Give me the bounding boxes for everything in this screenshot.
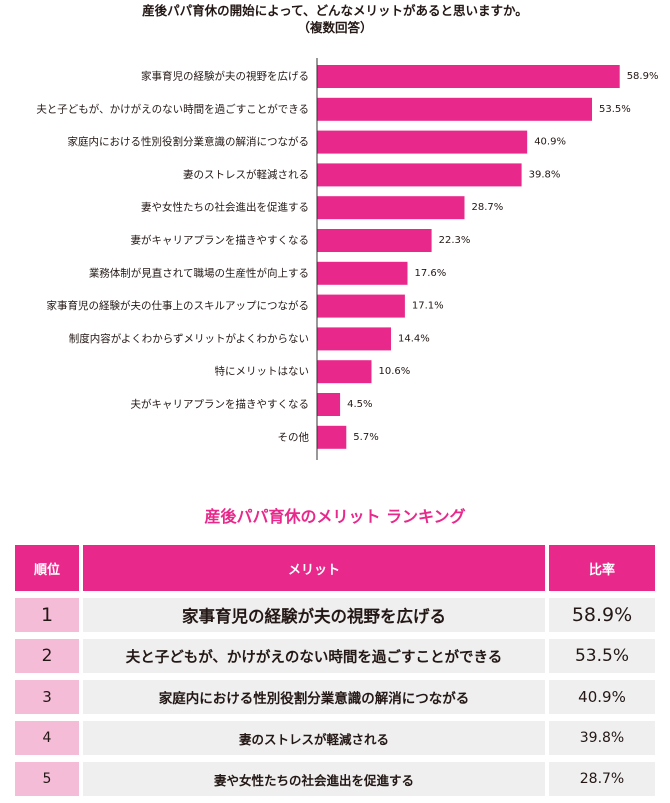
category-label: 妻や女性たちの社会進出を促進する xyxy=(141,201,309,214)
merit-cell: 家庭内における性別役割分業意識の解消につながる xyxy=(83,680,549,714)
bar xyxy=(317,393,341,416)
rate-cell: 40.9% xyxy=(549,680,655,714)
merit-cell: 家事育児の経験が夫の視野を広げる xyxy=(83,598,549,632)
rank-header: 順位 xyxy=(15,545,83,591)
value-label: 39.8% xyxy=(529,169,561,180)
value-label: 58.9% xyxy=(627,71,659,82)
rank-cell: 2 xyxy=(15,639,83,673)
ranking-header-row: 順位 メリット 比率 xyxy=(15,545,655,591)
rate-cell: 28.7% xyxy=(549,762,655,796)
ranking-table: 順位 メリット 比率 1 家事育児の経験が夫の視野を広げる 58.9% 2 夫と… xyxy=(15,538,655,803)
bar xyxy=(317,327,391,351)
bar xyxy=(317,294,405,318)
table-row: 1 家事育児の経験が夫の視野を広げる 58.9% xyxy=(15,598,655,632)
bar xyxy=(317,425,347,449)
category-label: 特にメリットはない xyxy=(215,366,310,378)
value-label: 17.1% xyxy=(412,301,444,312)
table-row: 3 家庭内における性別役割分業意識の解消につながる 40.9% xyxy=(15,680,655,714)
category-label: 家庭内における性別役割分業意識の解消につながる xyxy=(68,135,310,148)
bar xyxy=(317,261,408,285)
bar xyxy=(317,196,465,220)
merit-cell: 妻や女性たちの社会進出を促進する xyxy=(83,762,549,796)
value-label: 14.4% xyxy=(398,333,430,344)
table-row: 5 妻や女性たちの社会進出を促進する 28.7% xyxy=(15,762,655,796)
category-label: 夫がキャリアプランを描きやすくなる xyxy=(131,398,310,411)
category-label: その他 xyxy=(278,430,310,443)
merit-cell: 夫と子どもが、かけがえのない時間を過ごすことができる xyxy=(83,639,549,673)
bar xyxy=(317,65,620,88)
ranking-title: 産後パパ育休のメリット ランキング xyxy=(204,507,466,526)
rank-cell: 1 xyxy=(15,598,83,632)
category-label: 夫と子どもが、かけがえのない時間を過ごすことができる xyxy=(36,102,309,115)
rate-cell: 58.9% xyxy=(549,598,655,632)
value-label: 53.5% xyxy=(599,104,631,115)
value-label: 22.3% xyxy=(439,235,471,246)
bar xyxy=(317,163,522,187)
value-label: 5.7% xyxy=(353,432,378,443)
merit-header: メリット xyxy=(83,545,549,591)
chart-title-block: 産後パパ育休の開始によって、どんなメリットがあると思いますか。 （複数回答） xyxy=(0,2,670,36)
category-label: 家事育児の経験が夫の視野を広げる xyxy=(141,70,309,83)
bar xyxy=(317,97,592,121)
rate-cell: 39.8% xyxy=(549,721,655,755)
rank-cell: 3 xyxy=(15,680,83,714)
chart-subtitle: （複数回答） xyxy=(297,20,373,35)
bar xyxy=(317,229,432,252)
category-label: 制度内容がよくわからずメリットがよくわからない xyxy=(69,332,309,345)
chart-title: 産後パパ育休の開始によって、どんなメリットがあると思いますか。 xyxy=(142,3,528,18)
table-row: 4 妻のストレスが軽減される 39.8% xyxy=(15,721,655,755)
value-label: 10.6% xyxy=(379,366,411,377)
value-label: 17.6% xyxy=(415,268,447,279)
category-label: 妻がキャリアプランを描きやすくなる xyxy=(131,234,310,247)
value-label: 28.7% xyxy=(472,202,504,213)
rank-cell: 5 xyxy=(15,762,83,796)
category-label: 業務体制が見直されて職場の生産性が向上する xyxy=(89,266,309,279)
rate-header: 比率 xyxy=(549,545,655,591)
bar-chart: 家事育児の経験が夫の視野を広げる 58.9% 夫と子どもが、かけがえのない時間を過ご… xyxy=(36,58,659,460)
value-label: 4.5% xyxy=(347,399,372,410)
value-label: 40.9% xyxy=(534,137,566,148)
rate-cell: 53.5% xyxy=(549,639,655,673)
merit-cell: 妻のストレスが軽減される xyxy=(83,721,549,755)
bar xyxy=(317,130,528,154)
table-row: 2 夫と子どもが、かけがえのない時間を過ごすことができる 53.5% xyxy=(15,639,655,673)
category-label: 家事育児の経験が夫の仕事上のスキルアップにつながる xyxy=(47,299,310,312)
bar xyxy=(317,360,372,384)
category-label: 妻のストレスが軽減される xyxy=(183,168,309,181)
rank-cell: 4 xyxy=(15,721,83,755)
